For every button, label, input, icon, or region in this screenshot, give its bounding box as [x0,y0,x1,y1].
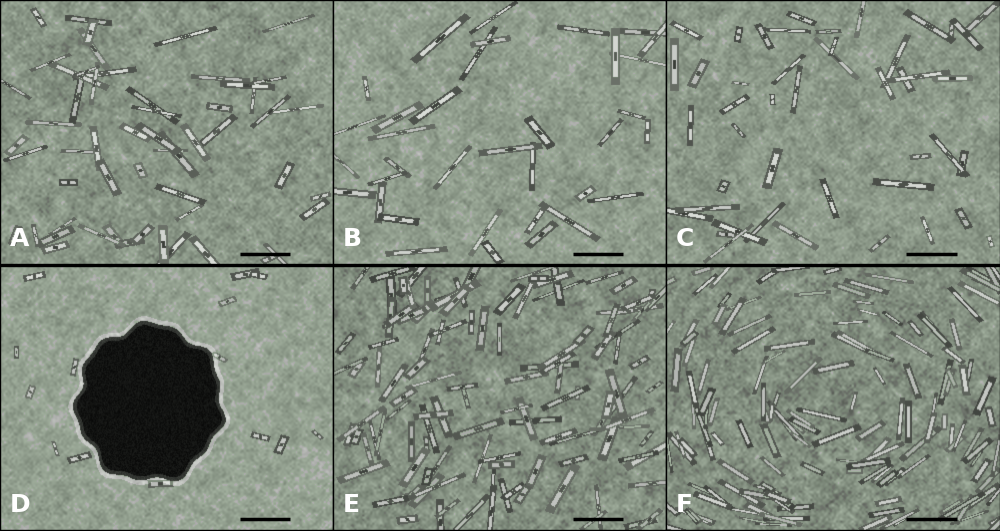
Text: D: D [10,493,31,517]
Text: C: C [676,227,694,251]
Text: B: B [343,227,362,251]
Text: F: F [676,493,693,517]
Text: A: A [10,227,29,251]
Text: E: E [343,493,360,517]
